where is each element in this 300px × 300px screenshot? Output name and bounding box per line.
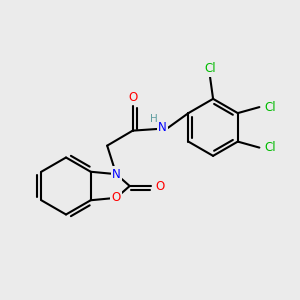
Text: Cl: Cl: [204, 62, 216, 75]
Text: Cl: Cl: [264, 100, 276, 114]
Text: O: O: [128, 91, 137, 104]
Text: N: N: [112, 168, 121, 181]
Text: N: N: [158, 121, 167, 134]
Text: O: O: [112, 191, 121, 204]
Text: Cl: Cl: [264, 141, 276, 154]
Text: H: H: [150, 114, 158, 124]
Text: O: O: [155, 179, 164, 193]
